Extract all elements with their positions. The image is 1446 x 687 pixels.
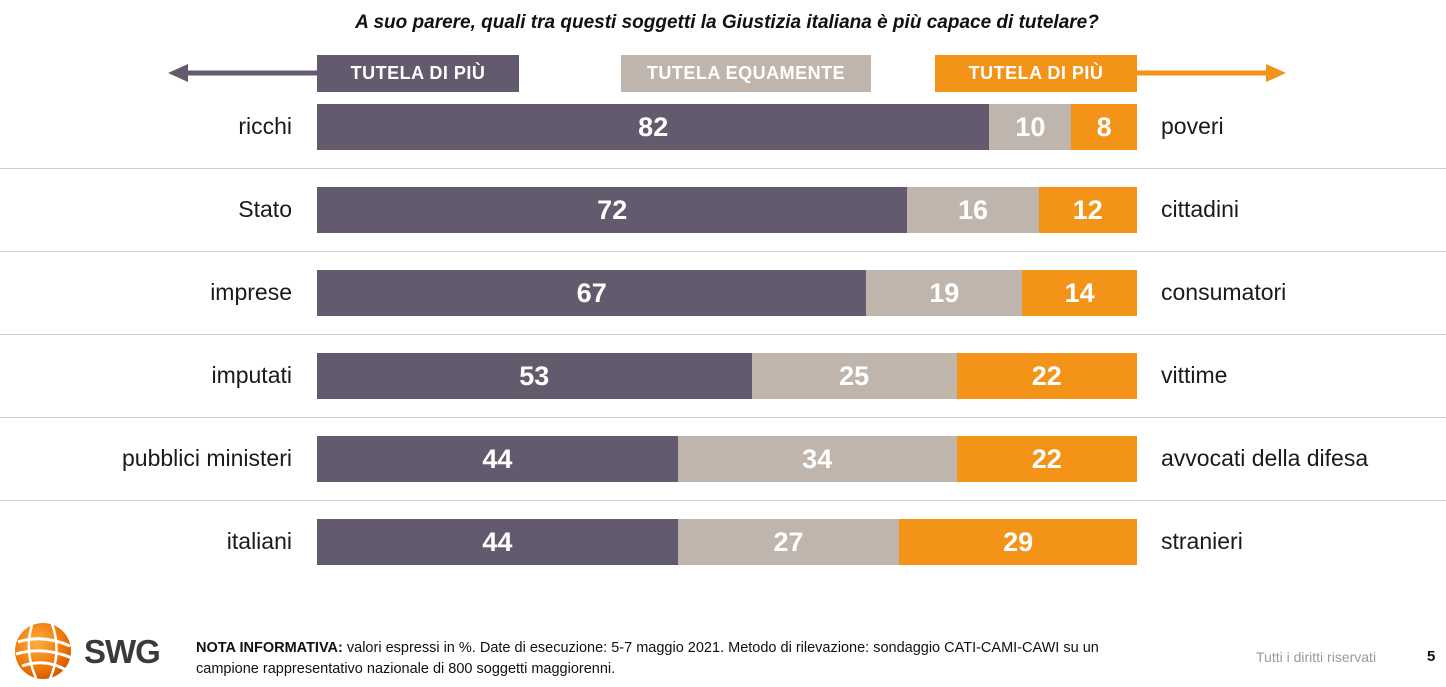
rights-text: Tutti i diritti riservati — [1256, 649, 1377, 665]
bar-segment-right: 8 — [1071, 104, 1137, 150]
data-label: 67 — [576, 277, 607, 308]
footer-note: NOTA INFORMATIVA: valori espressi in %. … — [196, 638, 1156, 680]
bar-row: 67 19 14 — [317, 270, 1137, 316]
data-label: 12 — [1072, 194, 1103, 225]
note-label: NOTA INFORMATIVA: — [196, 640, 343, 656]
data-label: 44 — [482, 526, 513, 557]
legend-right-label: TUTELA DI PIÙ — [968, 63, 1104, 83]
row-separator — [0, 168, 1446, 169]
row-separator — [0, 334, 1446, 335]
bar-row: 72 16 12 — [317, 187, 1137, 233]
bar-segment-left: 44 — [317, 436, 678, 482]
right-arrow-icon — [1136, 64, 1286, 82]
data-label: 22 — [1031, 360, 1062, 391]
row-label-right: avvocati della difesa — [1161, 445, 1369, 471]
bar-row: 44 27 29 — [317, 519, 1137, 565]
row-label-right: stranieri — [1161, 528, 1243, 554]
row-separator — [0, 417, 1446, 418]
bar-segment-middle: 10 — [989, 104, 1072, 150]
bar-segment-left: 44 — [317, 519, 678, 565]
page-number: 5 — [1427, 648, 1436, 665]
note-text: valori espressi in %. Date di esecuzione… — [196, 640, 1099, 677]
bar-row: 53 25 22 — [317, 353, 1137, 399]
row-label-right: consumatori — [1161, 279, 1287, 305]
data-label: 10 — [1015, 111, 1046, 142]
swg-logo-text: SWG — [84, 633, 161, 670]
bar-segment-right: 29 — [899, 519, 1137, 565]
row-separator — [0, 251, 1446, 252]
legend-middle-label: TUTELA EQUAMENTE — [646, 63, 846, 83]
row-label-left: imprese — [210, 279, 292, 305]
data-label: 82 — [638, 111, 669, 142]
bar-segment-middle: 16 — [907, 187, 1039, 233]
row-separator — [0, 500, 1446, 501]
legend-right: TUTELA DI PIÙ — [935, 55, 1137, 92]
bar-segment-right: 12 — [1038, 187, 1137, 233]
bar-segment-left: 67 — [317, 270, 867, 316]
row-label-left: pubblici ministeri — [121, 445, 292, 471]
bar-segment-middle: 25 — [751, 353, 957, 399]
data-label: 14 — [1064, 277, 1095, 308]
row-label-left: Stato — [238, 196, 292, 222]
bar-segment-left: 82 — [317, 104, 990, 150]
data-label: 25 — [839, 360, 870, 391]
row-label-left: ricchi — [238, 113, 292, 139]
row-label-right: vittime — [1161, 362, 1228, 388]
data-label: 72 — [597, 194, 628, 225]
left-arrow-icon — [168, 64, 318, 82]
legend-left-label: TUTELA DI PIÙ — [350, 63, 486, 83]
bar-row: 44 34 22 — [317, 436, 1137, 482]
row-label-right: poveri — [1161, 113, 1224, 139]
swg-globe-icon — [15, 623, 73, 680]
data-label: 44 — [482, 443, 513, 474]
bar-segment-middle: 19 — [866, 270, 1023, 316]
data-label: 29 — [1003, 526, 1034, 557]
data-label: 8 — [1096, 111, 1112, 142]
bar-segment-middle: 34 — [677, 436, 957, 482]
data-label: 22 — [1031, 443, 1062, 474]
data-label: 19 — [929, 277, 960, 308]
bar-segment-right: 22 — [956, 353, 1137, 399]
data-label: 53 — [519, 360, 550, 391]
row-label-left: imputati — [211, 362, 292, 388]
bar-segment-left: 53 — [317, 353, 752, 399]
bar-segment-middle: 27 — [677, 519, 900, 565]
row-label-right: cittadini — [1161, 196, 1239, 222]
bar-row: 82 10 8 — [317, 104, 1137, 150]
data-label: 34 — [802, 443, 833, 474]
bar-segment-right: 14 — [1022, 270, 1137, 316]
legend-middle: TUTELA EQUAMENTE — [621, 55, 871, 92]
chart-title: A suo parere, quali tra questi soggetti … — [355, 12, 1099, 33]
bar-segment-right: 22 — [956, 436, 1137, 482]
row-label-left: italiani — [226, 528, 292, 554]
legend-left: TUTELA DI PIÙ — [317, 55, 519, 92]
data-label: 16 — [957, 194, 988, 225]
data-label: 27 — [773, 526, 804, 557]
bar-segment-left: 72 — [317, 187, 908, 233]
